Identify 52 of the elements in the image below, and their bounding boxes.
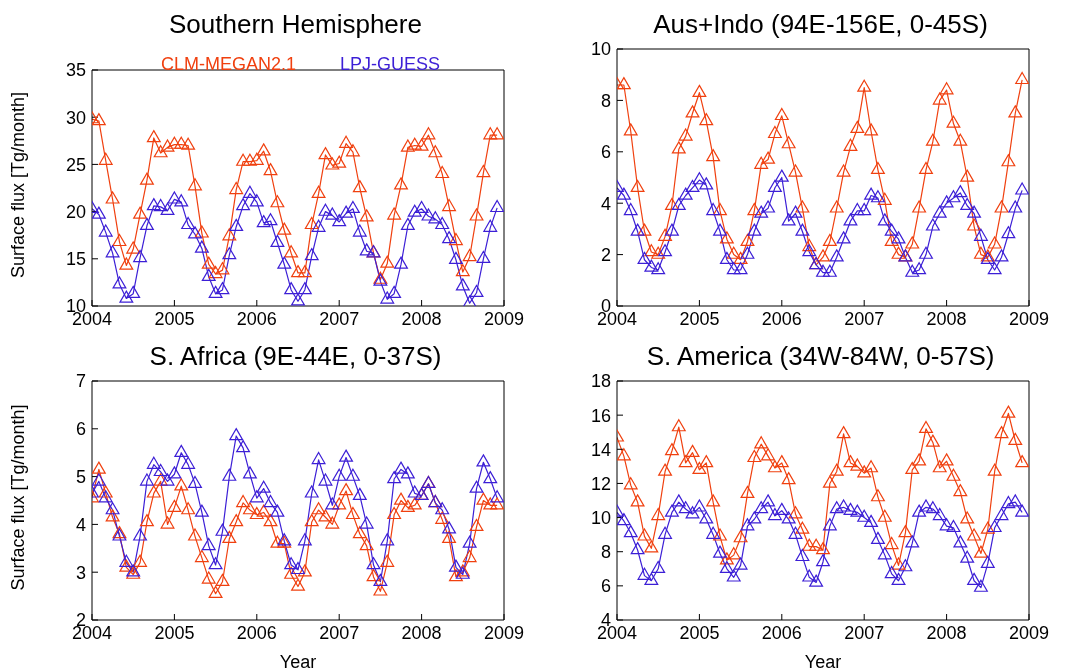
x-tick-label: 2007 xyxy=(844,308,885,329)
y-tick-label: 20 xyxy=(65,201,86,222)
y-tick-label: 4 xyxy=(600,193,611,214)
chart-title: S. Africa (9E-44E, 0-37S) xyxy=(148,340,443,372)
y-tick-label: 3 xyxy=(75,562,86,583)
y-tick-label: 7 xyxy=(75,371,86,392)
x-tick-label: 2007 xyxy=(319,622,360,643)
x-tick-label: 2006 xyxy=(761,622,802,643)
y-tick-label: 12 xyxy=(590,473,611,494)
x-tick-label: 2009 xyxy=(1008,622,1050,643)
chart-title: S. America (34W-84W, 0-57S) xyxy=(645,340,996,372)
text: CLM-MEGAN2.1 xyxy=(160,54,296,75)
x-tick-label: 2008 xyxy=(401,622,442,643)
y-tick-label: 8 xyxy=(600,542,611,563)
y-tick-label: 25 xyxy=(65,154,86,175)
y-tick-label: 2 xyxy=(600,244,611,265)
x-tick-label: 2009 xyxy=(1008,308,1050,329)
x-tick-label: 2005 xyxy=(679,308,720,329)
y-tick-label: 6 xyxy=(600,576,611,597)
y-tick-label: 14 xyxy=(590,439,611,460)
x-tick-label: 2006 xyxy=(761,308,802,329)
x-tick-label: 2007 xyxy=(319,308,360,329)
x-tick-label: 2008 xyxy=(401,308,442,329)
chart-title: Aus+Indo (94E-156E, 0-45S) xyxy=(652,8,989,40)
y-tick-label: 16 xyxy=(590,405,611,426)
chart-title: Southern Hemisphere xyxy=(168,8,423,40)
x-axis-title: Year xyxy=(279,652,317,671)
y-tick-label: 18 xyxy=(590,371,611,392)
x-tick-label: 2006 xyxy=(236,308,277,329)
y-tick-label: 30 xyxy=(65,107,86,128)
x-tick-label: 2008 xyxy=(926,308,967,329)
y-tick-label: 15 xyxy=(65,249,86,270)
x-tick-label: 2005 xyxy=(679,622,720,643)
x-axis-title: Year xyxy=(804,652,842,671)
x-tick-label: 2007 xyxy=(844,622,885,643)
y-tick-label: 6 xyxy=(75,419,86,440)
text: LPJ-GUESS xyxy=(340,54,441,75)
x-tick-label: 2009 xyxy=(483,622,525,643)
x-tick-label: 2008 xyxy=(926,622,967,643)
y-tick-label: 8 xyxy=(600,90,611,111)
x-tick-label: 2009 xyxy=(483,308,525,329)
y-tick-label: 6 xyxy=(600,142,611,163)
y-tick-label: 35 xyxy=(65,60,86,81)
y-tick-label: 10 xyxy=(590,39,611,60)
y-axis-title: Surface flux [Tg/month] xyxy=(8,404,29,591)
y-tick-label: 10 xyxy=(590,507,611,528)
x-tick-label: 2005 xyxy=(154,308,195,329)
y-tick-label: 4 xyxy=(75,514,86,535)
y-tick-label: 5 xyxy=(75,466,86,487)
x-tick-label: 2006 xyxy=(236,622,277,643)
x-tick-label: 2005 xyxy=(154,622,195,643)
y-axis-title: Surface flux [Tg/month] xyxy=(8,91,29,278)
